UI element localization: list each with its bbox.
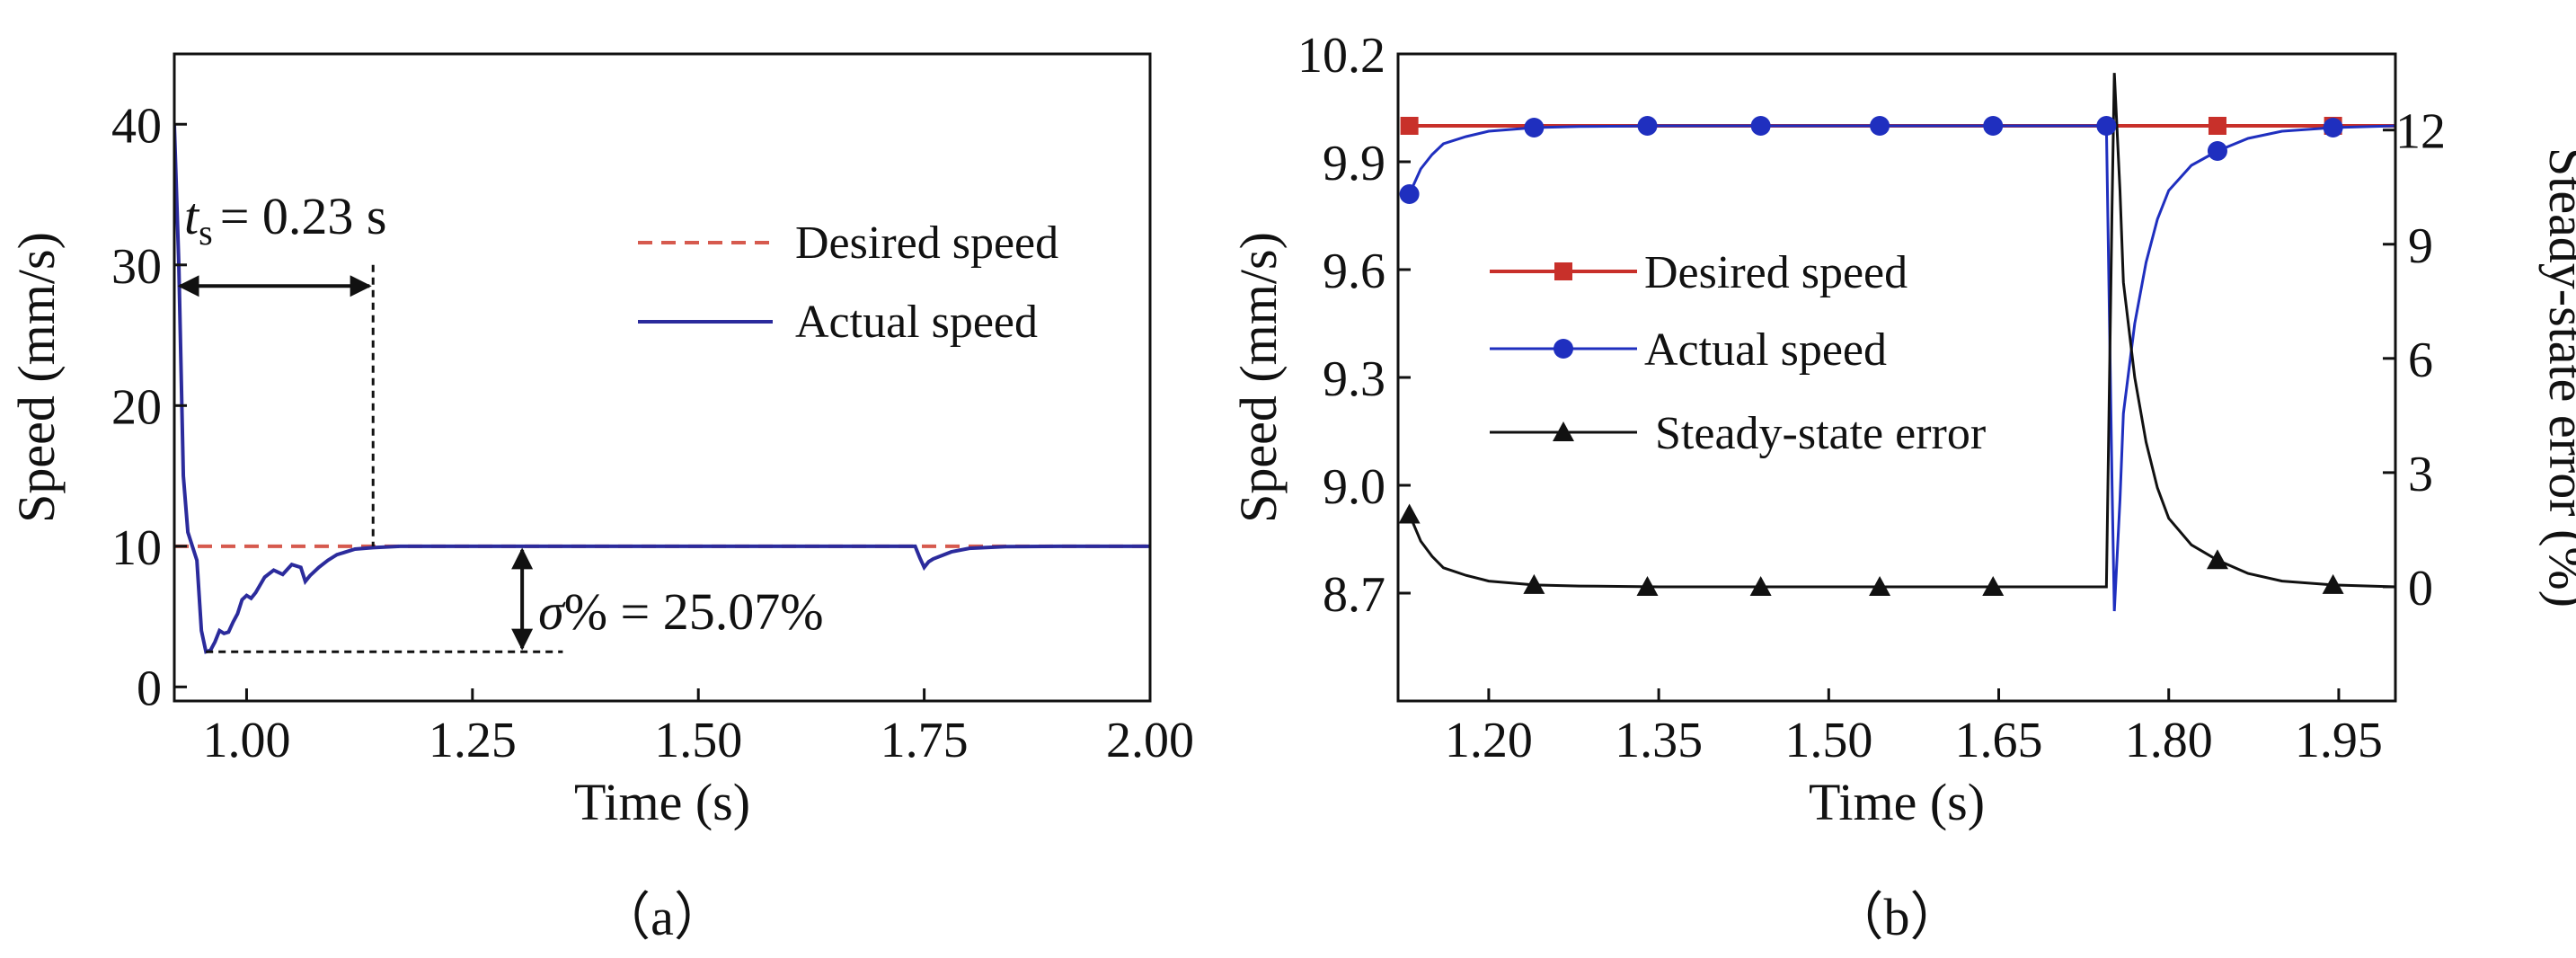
panel-b-xtick-label: 1.80 [2125, 713, 2213, 768]
series-b-desired-marker [1400, 117, 1419, 135]
panel-b-ytick-label: 8.7 [1323, 567, 1385, 623]
panel-b-ytick-label: 9.9 [1323, 136, 1385, 191]
panel-b-xtick-label: 1.95 [2295, 713, 2383, 768]
panel-a-xtick-label: 1.50 [654, 713, 742, 768]
panel-a-ylabel: Speed (mm/s) [7, 232, 66, 523]
panel-b: 1.20 1.35 1.50 1.65 1.80 1.95 8.7 9.0 9.3 9.6 9.9 1… [1229, 28, 2576, 946]
panel-a-xtick-label: 1.25 [429, 713, 517, 768]
panel-b-xtick-label: 1.20 [1445, 713, 1533, 768]
panel-b-y2tick-label: 6 [2408, 333, 2433, 388]
panel-a-xtick-label: 1.75 [881, 713, 969, 768]
panel-a-ytick-label: 20 [111, 379, 162, 435]
panel-a-ytick-label: 10 [111, 520, 162, 576]
settling-time-label: ts = 0.23 s [184, 187, 386, 253]
panel-b-y2tick-label: 12 [2395, 104, 2446, 160]
overshoot-label: σ% = 25.07% [538, 582, 823, 641]
legend-a-actual-label: Actual speed [795, 297, 1038, 348]
series-b-actual-marker [1524, 118, 1545, 137]
panel-b-caption: （b） [1831, 888, 1961, 946]
panel-b-y2tick-label: 9 [2408, 218, 2433, 274]
panel-b-y2label: Steady-state error (%) [2538, 147, 2576, 608]
panel-a-plot-frame [173, 52, 1152, 703]
panel-a-ytick-label: 30 [111, 239, 162, 295]
panel-b-xtick-label: 1.35 [1615, 713, 1703, 768]
panel-b-y2tick-label: 0 [2408, 561, 2433, 616]
series-b-actual-marker [1750, 116, 1771, 136]
legend-b-error-label: Steady-state error [1655, 408, 1986, 459]
panel-a-xtick-label: 2.00 [1106, 713, 1194, 768]
legend-b-actual-label: Actual speed [1644, 324, 1887, 376]
panel-a-xtick-label: 1.00 [202, 713, 290, 768]
panel-b-y2tick-label: 3 [2408, 447, 2433, 502]
series-b-actual-marker [1870, 116, 1890, 136]
panel-a-caption: （a） [598, 888, 726, 946]
panel-b-xlabel: Time (s) [1809, 773, 1985, 831]
series-b-actual-line [1408, 124, 2395, 612]
series-b-actual-marker [1399, 184, 1420, 204]
series-b-error-marker [1636, 575, 1659, 596]
legend-b-desired-marker [1554, 262, 1572, 280]
panel-b-ytick-label: 9.0 [1323, 459, 1385, 515]
series-b-actual-marker [2096, 116, 2117, 136]
series-b-desired-marker [2208, 117, 2226, 135]
series-b-error-marker [1398, 503, 1421, 524]
series-b-error-marker [2206, 549, 2228, 570]
series-b-error-marker [1749, 575, 1772, 596]
series-b-actual-marker [2207, 141, 2227, 161]
legend-b-desired-label: Desired speed [1644, 247, 1908, 298]
panel-a: 1.00 1.25 1.50 1.75 2.00 0 10 20 30 40 ts = 0.23 s… [7, 52, 1194, 946]
panel-b-ytick-label: 9.6 [1323, 244, 1385, 299]
series-b-error-marker [1869, 575, 1891, 596]
series-b-error-line [1408, 73, 2395, 589]
panel-b-xtick-label: 1.65 [1955, 713, 2043, 768]
series-b-error-marker [1982, 575, 2005, 596]
series-b-actual-marker [1637, 116, 1658, 136]
panel-b-plot-frame [1396, 52, 2397, 703]
legend-b-error-marker [1553, 421, 1574, 441]
series-b-error-marker [2322, 573, 2344, 594]
panel-b-ytick-label: 10.2 [1297, 28, 1385, 84]
series-b-actual-marker [1983, 116, 2004, 136]
series-b-actual-marker [2323, 118, 2343, 137]
panel-a-ytick-label: 40 [111, 98, 162, 154]
legend-b-actual-marker [1554, 339, 1573, 359]
legend-a-desired-label: Desired speed [795, 217, 1058, 269]
series-b-error-marker [1523, 573, 1545, 594]
panel-a-ytick-label: 0 [137, 661, 162, 716]
panel-a-xlabel: Time (s) [574, 773, 750, 831]
panel-b-ylabel: Speed (mm/s) [1229, 232, 1288, 523]
panel-b-ytick-label: 9.3 [1323, 351, 1385, 407]
panel-b-xtick-label: 1.50 [1784, 713, 1872, 768]
